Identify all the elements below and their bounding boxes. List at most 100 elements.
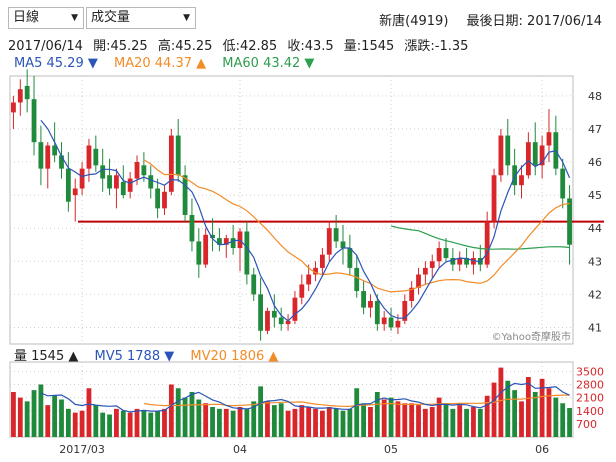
- candle-body: [162, 191, 167, 209]
- candle-body: [17, 89, 23, 103]
- candle-body: [532, 142, 538, 166]
- volume-bar: [402, 403, 408, 437]
- candle-body: [38, 142, 44, 169]
- volume-bar: [553, 397, 559, 437]
- ma60-line: [390, 225, 570, 250]
- x-tick-label: 05: [384, 443, 398, 456]
- candle-body: [86, 145, 92, 169]
- volume-bar: [381, 399, 387, 437]
- volume-bar: [450, 408, 456, 437]
- price-tick-label: 42: [588, 288, 602, 301]
- stock-name: 新唐(4919): [379, 14, 449, 29]
- candle-body: [107, 175, 112, 189]
- last-date: 最後日期: 2017/06/14: [466, 14, 602, 29]
- volume-bar: [532, 392, 538, 437]
- volume-bar: [59, 399, 64, 437]
- volume-bar: [512, 390, 518, 437]
- volume-bar: [258, 386, 264, 437]
- chevron-down-icon: ▼: [71, 13, 78, 23]
- candle-body: [498, 135, 504, 176]
- mv5-legend: MV5 1788 ▼: [94, 349, 175, 364]
- candle-body: [251, 274, 257, 295]
- volume-bar: [436, 397, 442, 437]
- volume-bar: [374, 392, 380, 437]
- quote-date: 2017/06/14: [8, 39, 83, 54]
- stock-info: 新唐(4919) 最後日期: 2017/06/14: [365, 10, 602, 29]
- candle-body: [210, 234, 215, 239]
- volume-bar: [409, 403, 415, 437]
- candle-body: [72, 188, 78, 196]
- candle-body: [24, 85, 30, 100]
- volume-bar: [114, 408, 119, 437]
- volume-bar: [525, 377, 531, 437]
- volume-tick-label: 2800: [576, 379, 604, 392]
- candle-body: [354, 267, 360, 292]
- candle-body: [120, 181, 126, 196]
- volume-tick-label: 2100: [576, 392, 604, 405]
- candle-body: [175, 135, 181, 176]
- volume-tick-label: 1400: [576, 405, 604, 418]
- candle-body: [182, 175, 188, 215]
- mv5-line: [40, 382, 570, 413]
- volume-bar: [306, 407, 312, 437]
- volume-bar: [278, 403, 284, 437]
- candle-body: [519, 175, 524, 186]
- period-select[interactable]: 日線 ▼: [8, 7, 84, 29]
- volume-bar: [127, 412, 133, 437]
- volume-bar: [560, 403, 566, 437]
- period-select-value: 日線: [13, 10, 40, 25]
- candle-body: [484, 221, 490, 265]
- volume-bar: [93, 405, 99, 437]
- candle-body: [512, 165, 518, 186]
- volume-bar: [395, 401, 401, 437]
- volume-tick-label: 700: [576, 418, 597, 431]
- candle-body: [271, 310, 277, 318]
- candle-body: [416, 274, 421, 288]
- candle-body: [196, 241, 202, 265]
- candle-body: [457, 257, 463, 265]
- candle-body: [491, 175, 497, 222]
- price-tick-label: 47: [588, 123, 602, 136]
- volume-bar: [498, 367, 504, 437]
- volume-bar: [457, 405, 463, 437]
- candle-body: [79, 168, 85, 189]
- volume-bar: [251, 401, 257, 437]
- candle-body: [230, 238, 236, 249]
- candle-body: [31, 99, 37, 143]
- volume-bar: [326, 407, 332, 437]
- x-tick-label: 06: [535, 443, 549, 456]
- volume-bar: [120, 410, 126, 437]
- volume-bar: [567, 408, 572, 437]
- candle-body: [134, 162, 140, 179]
- ma20-line: [143, 159, 570, 293]
- indicator-select[interactable]: 成交量 ▼: [86, 7, 196, 29]
- volume-bar: [429, 407, 435, 437]
- candle-body: [189, 214, 195, 242]
- volume-bar: [388, 397, 394, 437]
- price-tick-label: 43: [588, 255, 602, 268]
- candle-body: [223, 238, 229, 245]
- volume-bar: [52, 395, 58, 437]
- volume-bar: [11, 392, 16, 437]
- volume-bar: [189, 392, 195, 437]
- volume-bar: [223, 408, 229, 437]
- volume-bar: [237, 407, 243, 437]
- candle-body: [464, 257, 469, 265]
- volume-bar: [155, 410, 161, 437]
- volume-legend-value: 量 1545 ▲: [14, 349, 79, 364]
- candle-body: [155, 188, 161, 209]
- volume-bar: [319, 410, 325, 437]
- x-tick-label: 2017/03: [59, 443, 105, 456]
- volume-bar: [271, 405, 277, 437]
- volume-bar: [340, 410, 346, 437]
- candle-body: [11, 102, 16, 113]
- candle-body: [127, 178, 133, 192]
- volume-bar: [416, 405, 421, 437]
- volume-bar: [196, 399, 202, 437]
- candle-body: [114, 175, 119, 189]
- price-tick-label: 41: [588, 321, 602, 334]
- ma20-legend: MA20 44.37 ▲: [114, 56, 207, 71]
- volume-panel-frame: [9, 361, 574, 438]
- volume-bar: [484, 395, 490, 437]
- candle-body: [347, 248, 353, 268]
